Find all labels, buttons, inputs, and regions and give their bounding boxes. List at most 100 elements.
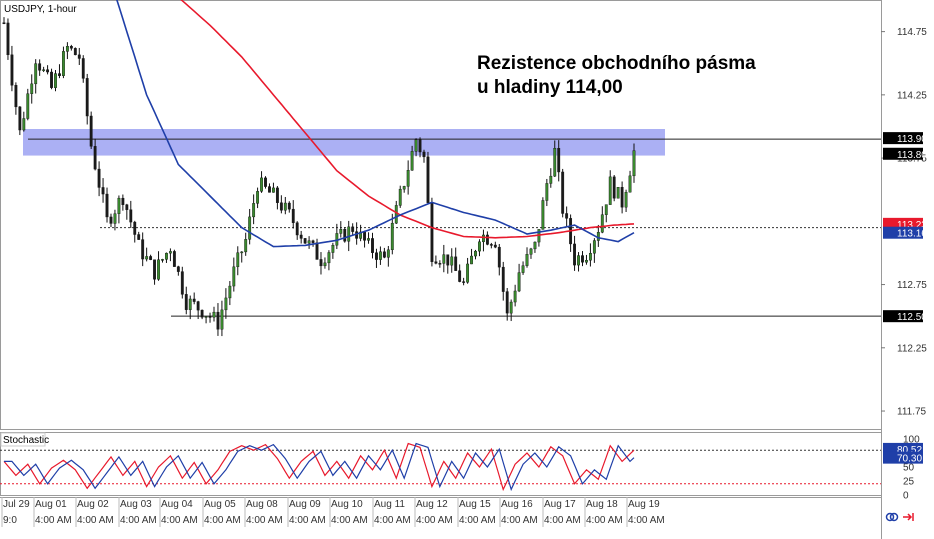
candle-body xyxy=(478,241,481,252)
y-tick-label: 114.75 xyxy=(897,27,927,38)
candle-body xyxy=(69,46,73,49)
candle-body xyxy=(89,115,93,147)
x-date-label: Aug 17 xyxy=(544,499,576,510)
candle-body xyxy=(450,256,454,266)
x-date-label: Jul 29 xyxy=(3,499,30,510)
candle-body xyxy=(493,244,497,248)
candle-body xyxy=(228,285,232,299)
stochastic-title-box xyxy=(0,432,46,447)
candle-body xyxy=(509,301,513,314)
candle-body xyxy=(196,301,200,311)
candle-body xyxy=(628,175,632,193)
x-time-label: 4:00 AM xyxy=(204,515,241,526)
candle-body xyxy=(141,239,145,260)
price-label-bg xyxy=(883,226,923,239)
chart-title: USDJPY, 1-hour xyxy=(4,4,77,15)
candle-body xyxy=(248,216,252,240)
x-date-label: Aug 01 xyxy=(35,499,67,510)
candle-body xyxy=(426,156,430,203)
candle-body xyxy=(133,221,137,235)
price-label-bg xyxy=(883,310,923,323)
resistance-zone xyxy=(23,129,665,156)
candle-body xyxy=(295,222,299,236)
candle-body xyxy=(604,204,608,215)
candle-body xyxy=(632,150,636,177)
x-date-label: Aug 03 xyxy=(120,499,152,510)
candle-body xyxy=(319,259,323,267)
link-icon[interactable] xyxy=(885,512,899,522)
candle-body xyxy=(275,187,279,203)
candle-body xyxy=(327,252,331,264)
x-time-label: 4:00 AM xyxy=(161,515,198,526)
candle-body xyxy=(624,192,628,208)
candle-body xyxy=(612,176,616,199)
candle-body xyxy=(220,309,224,330)
candle-body xyxy=(525,254,529,266)
candle-body xyxy=(489,244,493,246)
candle-body xyxy=(54,73,57,88)
candle-body xyxy=(50,71,53,88)
candle-body xyxy=(137,234,141,240)
x-time-label: 4:00 AM xyxy=(374,515,411,526)
candle-body xyxy=(517,272,521,292)
candle-body xyxy=(117,197,121,214)
x-time-label: 4:00 AM xyxy=(331,515,368,526)
candle-body xyxy=(256,191,260,204)
candle-body xyxy=(240,251,244,254)
main-panel-frame xyxy=(0,0,882,430)
x-time-label: 4:00 AM xyxy=(35,515,72,526)
candle-body xyxy=(26,93,30,119)
x-date-label: Aug 19 xyxy=(628,499,660,510)
candle-body xyxy=(232,266,236,287)
candle-body xyxy=(176,266,180,272)
candle-body xyxy=(422,151,426,158)
candle-body xyxy=(402,186,406,190)
candle-body xyxy=(121,197,125,205)
candle-body xyxy=(331,244,335,253)
candle-body xyxy=(2,22,6,24)
candle-body xyxy=(109,216,113,224)
candle-body xyxy=(430,202,434,262)
arrow-exit-icon[interactable] xyxy=(903,513,914,521)
stochastic-tick-label: 100 xyxy=(903,435,920,446)
stochastic-tick-label: 50 xyxy=(903,463,915,474)
candle-body xyxy=(505,291,509,314)
candle-body xyxy=(260,177,263,192)
x-date-label: Aug 04 xyxy=(161,499,193,510)
candle-body xyxy=(184,294,188,310)
candle-body xyxy=(252,203,256,218)
candle-body xyxy=(42,69,46,71)
candle-body xyxy=(216,311,220,330)
candle-body xyxy=(172,251,176,267)
candle-body xyxy=(577,255,580,266)
candle-body xyxy=(30,83,34,94)
candle-body xyxy=(588,253,592,261)
candle-body xyxy=(351,226,355,232)
candle-body xyxy=(10,54,14,86)
candle-body xyxy=(446,254,450,266)
stochastic-title: Stochastic xyxy=(3,435,49,446)
candle-body xyxy=(585,259,588,263)
candle-body xyxy=(458,270,462,282)
candle-body xyxy=(521,265,525,273)
candle-body xyxy=(347,226,351,242)
x-time-label: 4:00 AM xyxy=(501,515,538,526)
x-date-label: Aug 02 xyxy=(77,499,109,510)
x-date-label: Aug 10 xyxy=(331,499,363,510)
price-label: 113.16 xyxy=(897,229,927,240)
candle-body xyxy=(442,254,446,264)
title-box xyxy=(1,1,69,15)
y-tick-label: 111.75 xyxy=(897,407,927,418)
x-time-label: 4:00 AM xyxy=(289,515,326,526)
candle-body xyxy=(466,263,470,283)
candle-body xyxy=(371,238,374,253)
candle-body xyxy=(438,263,442,265)
y-tick-label: 112.25 xyxy=(897,343,927,354)
candle-body xyxy=(38,63,42,71)
candle-body xyxy=(398,188,402,206)
candle-body xyxy=(149,256,153,260)
stochastic-plot-layer xyxy=(0,442,881,492)
x-date-label: Aug 11 xyxy=(374,499,405,510)
candle-body xyxy=(363,231,366,241)
